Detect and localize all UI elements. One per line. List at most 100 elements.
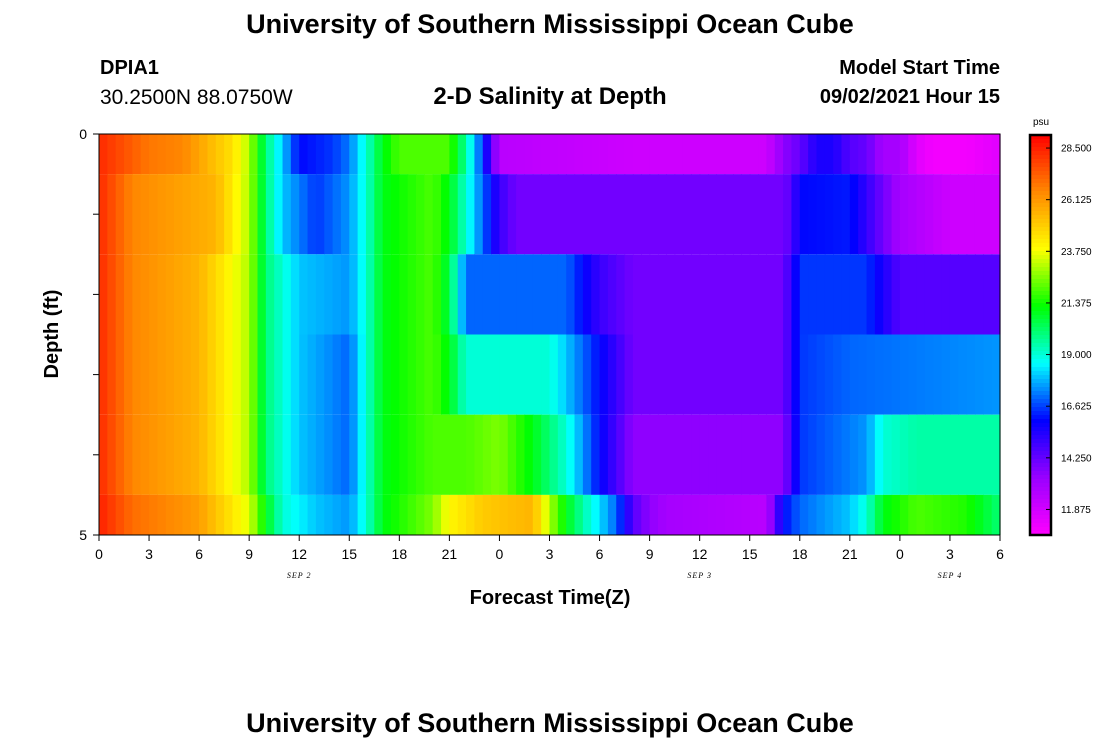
heatmap-cell bbox=[299, 134, 309, 175]
heatmap-cell bbox=[507, 494, 517, 535]
heatmap-cell bbox=[941, 414, 951, 495]
heatmap-cell bbox=[691, 254, 701, 335]
heatmap-cell bbox=[874, 414, 884, 495]
colorbar-cell bbox=[1030, 335, 1051, 340]
heatmap-cell bbox=[357, 134, 367, 175]
heatmap-cell bbox=[574, 334, 584, 415]
heatmap-cell bbox=[783, 254, 793, 335]
heatmap-cell bbox=[207, 174, 217, 255]
heatmap-cell bbox=[432, 174, 442, 255]
heatmap-cell bbox=[274, 334, 284, 415]
heatmap-cell bbox=[357, 414, 367, 495]
heatmap-cell bbox=[449, 174, 459, 255]
colorbar-cell bbox=[1030, 479, 1051, 484]
heatmap-cell bbox=[407, 174, 417, 255]
heatmap-cell bbox=[382, 174, 392, 255]
page-footer-title: University of Southern Mississippi Ocean… bbox=[246, 708, 854, 738]
heatmap-cell bbox=[841, 494, 851, 535]
colorbar-cell bbox=[1030, 151, 1051, 156]
heatmap-cell bbox=[532, 334, 542, 415]
heatmap-cell bbox=[149, 494, 158, 535]
heatmap-cell bbox=[290, 334, 300, 415]
heatmap-cell bbox=[474, 254, 484, 335]
heatmap-cell bbox=[724, 254, 734, 335]
heatmap-cell bbox=[390, 254, 400, 335]
heatmap-cell bbox=[190, 254, 200, 335]
heatmap-cell bbox=[824, 174, 834, 255]
model-start-label: Model Start Time bbox=[839, 57, 1000, 79]
heatmap-cell bbox=[149, 134, 158, 175]
heatmap-cell bbox=[140, 134, 150, 175]
heatmap-cell bbox=[591, 134, 601, 175]
heatmap-cell bbox=[199, 254, 209, 335]
heatmap-cell bbox=[557, 334, 567, 415]
heatmap-cell bbox=[933, 254, 943, 335]
heatmap-cell bbox=[741, 494, 751, 535]
heatmap-cell bbox=[741, 414, 751, 495]
heatmap-cell bbox=[207, 134, 217, 175]
colorbar-cell bbox=[1030, 391, 1051, 396]
heatmap-cell bbox=[641, 494, 651, 535]
heatmap-cell bbox=[199, 174, 209, 255]
heatmap-cell bbox=[966, 334, 976, 415]
colorbar-cell bbox=[1030, 251, 1051, 256]
heatmap-cell bbox=[899, 254, 909, 335]
x-tick-label: 0 bbox=[896, 546, 904, 562]
heatmap-cell bbox=[282, 174, 292, 255]
heatmap-cell bbox=[99, 134, 108, 175]
heatmap-cell bbox=[174, 174, 184, 255]
heatmap-cell bbox=[499, 414, 509, 495]
x-tick-label: 15 bbox=[341, 546, 357, 562]
heatmap-cell bbox=[457, 134, 467, 175]
heatmap-cell bbox=[140, 414, 150, 495]
heatmap-cell bbox=[591, 334, 601, 415]
heatmap-cell bbox=[566, 254, 576, 335]
heatmap-cell bbox=[449, 254, 459, 335]
heatmap-cell bbox=[174, 334, 184, 415]
heatmap-cell bbox=[399, 414, 409, 495]
heatmap-cell bbox=[699, 494, 709, 535]
date-label: SEP 2 bbox=[287, 571, 312, 580]
heatmap-cell bbox=[641, 174, 651, 255]
heatmap-cell bbox=[657, 254, 667, 335]
heatmap-cell bbox=[165, 414, 175, 495]
heatmap-cell bbox=[699, 174, 709, 255]
heatmap-cell bbox=[724, 414, 734, 495]
heatmap-cell bbox=[891, 174, 901, 255]
heatmap-cell bbox=[399, 134, 409, 175]
heatmap-cell bbox=[532, 134, 542, 175]
heatmap-cell bbox=[516, 174, 526, 255]
heatmap-cell bbox=[290, 414, 300, 495]
heatmap-cell bbox=[340, 254, 350, 335]
heatmap-cell bbox=[774, 254, 784, 335]
y-axis-label: Depth (ft) bbox=[41, 290, 63, 379]
heatmap-cell bbox=[824, 254, 834, 335]
heatmap-cell bbox=[799, 334, 809, 415]
heatmap-cell bbox=[340, 174, 350, 255]
heatmap-cell bbox=[307, 334, 317, 415]
plot-title: 2-D Salinity at Depth bbox=[433, 83, 667, 110]
heatmap-cell bbox=[849, 134, 859, 175]
heatmap-cell bbox=[783, 134, 793, 175]
heatmap-cell bbox=[374, 494, 384, 535]
heatmap-cell bbox=[991, 254, 1001, 335]
x-tick-label: 3 bbox=[946, 546, 954, 562]
heatmap-cell bbox=[282, 414, 292, 495]
heatmap-cell bbox=[574, 254, 584, 335]
colorbar-cell bbox=[1030, 255, 1051, 260]
heatmap-cell bbox=[482, 254, 492, 335]
heatmap-cell bbox=[733, 494, 742, 535]
heatmap-cell bbox=[441, 494, 450, 535]
heatmap-cell bbox=[824, 414, 834, 495]
heatmap-cell bbox=[841, 254, 851, 335]
heatmap-cell bbox=[599, 174, 609, 255]
heatmap-cell bbox=[199, 494, 209, 535]
salinity-heatmap-chart: 0 3 6 9 12 15 18 21 0 3 6 9 12 15 18 21 0 3 6 SEP 2 SEP 3 SEP… bbox=[41, 117, 1092, 609]
heatmap-cell bbox=[332, 254, 342, 335]
heatmap-cell bbox=[624, 134, 634, 175]
x-tick-label: 18 bbox=[392, 546, 408, 562]
heatmap-cell bbox=[691, 334, 701, 415]
heatmap-cell bbox=[833, 494, 843, 535]
y-axis: 05 bbox=[79, 126, 99, 543]
heatmap-cell bbox=[516, 254, 526, 335]
